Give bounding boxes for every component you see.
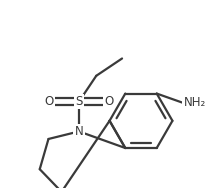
Text: O: O bbox=[105, 95, 114, 108]
Text: N: N bbox=[75, 125, 83, 138]
Text: S: S bbox=[75, 95, 83, 108]
Text: NH₂: NH₂ bbox=[183, 96, 206, 109]
Text: O: O bbox=[44, 95, 53, 108]
